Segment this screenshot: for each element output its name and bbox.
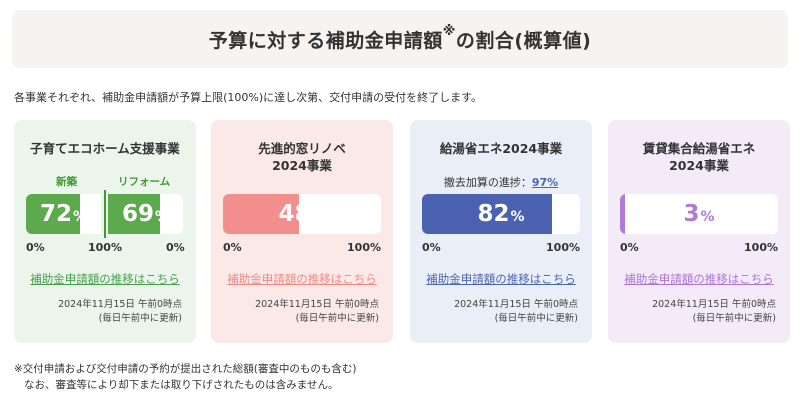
update-date: 2024年11月15日 午前0時点 (毎日午前中に更新) xyxy=(652,298,776,326)
progress-fill xyxy=(422,194,552,234)
card-window-renovation: 先進的窓リノベ 2024事業 48% 0% 100% 補助金申請額の推移はこちら… xyxy=(211,120,393,343)
progress-bar: 82% xyxy=(422,194,580,234)
scale-min-reform: 0% xyxy=(166,241,185,254)
progress-value-number: 48 xyxy=(278,201,311,227)
card-title: 賃貸集合給湯省エネ 2024事業 xyxy=(608,140,790,174)
scale-max-center: 100% xyxy=(88,241,122,254)
progress-fill xyxy=(223,194,299,234)
update-date-time: 2024年11月15日 午前0時点 xyxy=(255,299,379,310)
update-date-time: 2024年11月15日 午前0時点 xyxy=(454,299,578,310)
progress-value-number: 82 xyxy=(477,201,510,227)
progress-unit: % xyxy=(510,209,525,225)
card-title-line1: 賃貸集合給湯省エネ xyxy=(642,141,756,156)
intro-text: 各事業それぞれ、補助金申請額が予算上限(100%)に達し次第、交付申請の受付を終… xyxy=(14,91,483,104)
progress-value: 72% xyxy=(26,194,101,234)
update-frequency: (毎日午前中に更新) xyxy=(494,313,578,324)
progress-value-number: 3 xyxy=(683,201,700,227)
card-title: 先進的窓リノベ 2024事業 xyxy=(211,140,393,174)
update-frequency: (毎日午前中に更新) xyxy=(295,313,379,324)
card-water-heater: 給湯省エネ2024事業 撤去加算の進捗：97% 82% 0% 100% 補助金申… xyxy=(410,120,592,343)
card-title-line1: 先進的窓リノベ xyxy=(258,141,346,156)
progress-fill xyxy=(26,194,80,234)
progress-unit: % xyxy=(700,209,715,225)
footnote-line2: なお、審査等により却下または取り下げされたものは含みません。 xyxy=(24,379,339,391)
sub-label-reform: リフォーム xyxy=(118,176,171,188)
update-frequency: (毎日午前中に更新) xyxy=(98,313,182,324)
progress-bar-new-build: 72% xyxy=(26,194,101,234)
scale-min: 0% xyxy=(223,241,242,254)
scale-max: 100% xyxy=(546,241,580,254)
trend-link[interactable]: 補助金申請額の推移はこちら xyxy=(426,272,576,286)
progress-fill xyxy=(108,194,160,234)
progress-unit: % xyxy=(72,209,88,225)
footnote: ※交付申請および交付申請の予約が提出された総額(審査中のものも含む) なお、審査… xyxy=(14,361,357,393)
page-title: 予算に対する補助金申請額※の割合(概算値) xyxy=(208,23,592,53)
progress-value-number: 72 xyxy=(39,201,72,227)
card-title-line2: 2024事業 xyxy=(272,158,332,173)
scale-min-new-build: 0% xyxy=(26,241,45,254)
progress-value: 69% xyxy=(108,194,183,234)
card-kosodate-eco-home: 子育てエコホーム支援事業 新築 リフォーム 72% 69% 0% 100% 0%… xyxy=(14,120,196,343)
update-date: 2024年11月15日 午前0時点 (毎日午前中に更新) xyxy=(454,298,578,326)
progress-value: 48% xyxy=(223,194,381,234)
footnote-line1: ※交付申請および交付申請の予約が提出された総額(審査中のものも含む) xyxy=(14,363,357,375)
title-footnote-mark: ※ xyxy=(442,23,456,39)
progress-bar-reform: 69% xyxy=(108,194,183,234)
progress-value-number: 69 xyxy=(121,201,154,227)
scale-max: 100% xyxy=(347,241,381,254)
card-rental-water-heater: 賃貸集合給湯省エネ 2024事業 3% 0% 100% 補助金申請額の推移はこち… xyxy=(608,120,790,343)
update-date-time: 2024年11月15日 午前0時点 xyxy=(652,299,776,310)
update-date: 2024年11月15日 午前0時点 (毎日午前中に更新) xyxy=(255,298,379,326)
title-tail: の割合(概算値) xyxy=(455,29,592,52)
scale-min: 0% xyxy=(620,241,639,254)
title-main: 予算に対する補助金申請額 xyxy=(208,29,443,52)
scale-min: 0% xyxy=(422,241,441,254)
progress-fill xyxy=(620,194,625,234)
update-date-time: 2024年11月15日 午前0時点 xyxy=(58,299,182,310)
progress-value: 82% xyxy=(422,194,580,234)
removal-progress-value: 97% xyxy=(531,176,559,189)
card-title: 子育てエコホーム支援事業 xyxy=(30,141,180,156)
progress-value: 3% xyxy=(620,194,778,234)
card-title: 給湯省エネ2024事業 xyxy=(439,141,563,156)
progress-bar: 3% xyxy=(620,194,778,234)
removal-progress-label: 撤去加算の進捗： xyxy=(443,176,532,189)
trend-link[interactable]: 補助金申請額の推移はこちら xyxy=(227,272,377,286)
trend-link[interactable]: 補助金申請額の推移はこちら xyxy=(624,272,774,286)
update-frequency: (毎日午前中に更新) xyxy=(692,313,776,324)
trend-link[interactable]: 補助金申請額の推移はこちら xyxy=(30,272,180,286)
scale-max: 100% xyxy=(744,241,778,254)
sub-label-new-build: 新築 xyxy=(56,176,77,188)
page-header: 予算に対する補助金申請額※の割合(概算値) xyxy=(12,10,788,68)
card-title-line2: 2024事業 xyxy=(669,158,729,173)
removal-progress: 撤去加算の進捗：97% xyxy=(410,174,592,190)
progress-unit: % xyxy=(311,209,326,225)
update-date: 2024年11月15日 午前0時点 (毎日午前中に更新) xyxy=(58,298,182,326)
bar-divider xyxy=(104,190,106,238)
progress-unit: % xyxy=(154,209,170,225)
progress-bar: 48% xyxy=(223,194,381,234)
